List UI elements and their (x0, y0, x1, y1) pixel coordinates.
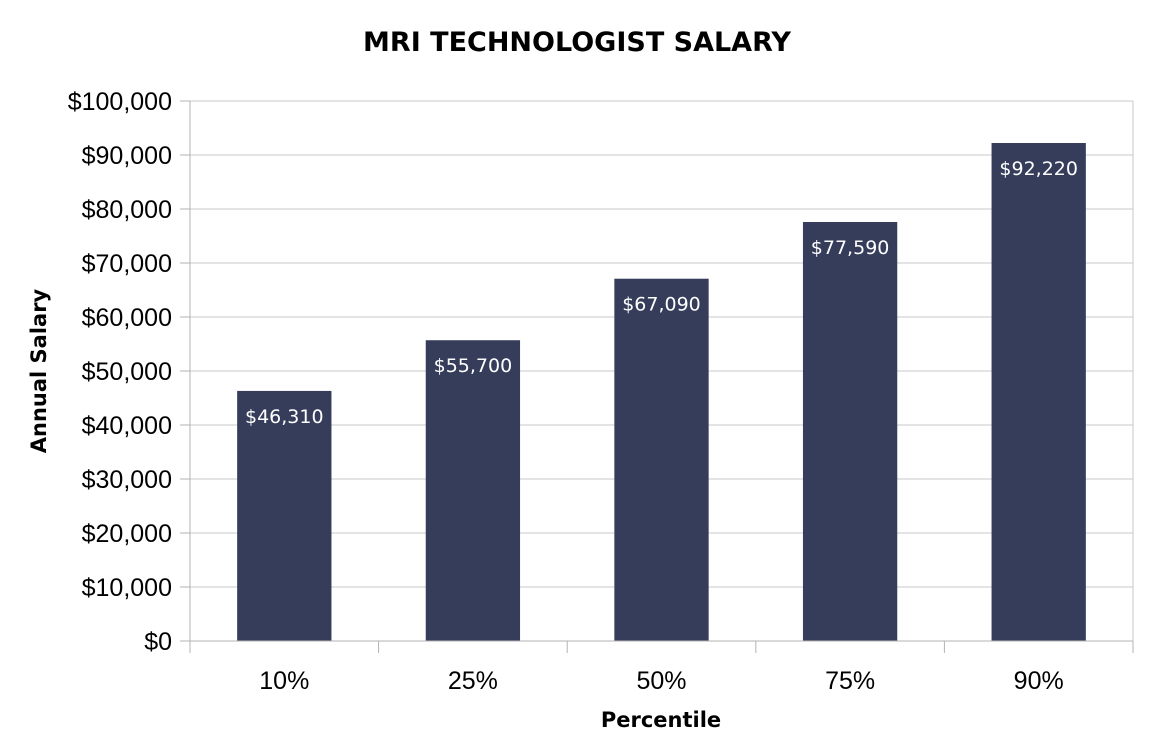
y-tick-label: $70,000 (82, 250, 172, 278)
y-tick-label: $40,000 (82, 412, 172, 440)
data-label: $67,090 (622, 294, 701, 316)
data-label: $55,700 (434, 355, 513, 377)
bars (237, 143, 1086, 641)
chart-title: MRI TECHNOLOGIST SALARY (363, 27, 791, 58)
data-label: $46,310 (245, 406, 324, 428)
x-tick-label: 10% (259, 667, 309, 695)
x-tick-label: 90% (1014, 667, 1064, 695)
data-label: $77,590 (811, 237, 890, 259)
y-tick-label: $0 (144, 628, 172, 656)
y-tick-label: $60,000 (82, 304, 172, 332)
y-axis-title: Annual Salary (27, 288, 51, 453)
data-labels: $46,310 $55,700 $67,090 $77,590 $92,220 (245, 158, 1078, 428)
bar-75pct (802, 222, 898, 641)
y-tick-label: $30,000 (82, 466, 172, 494)
y-tick-label: $80,000 (82, 196, 172, 224)
x-tick-label: 75% (825, 667, 875, 695)
y-axis-ticks: $0 $10,000 $20,000 $30,000 $40,000 $50,000 $60… (68, 88, 190, 656)
x-axis-title: Percentile (601, 708, 721, 732)
data-label: $92,220 (999, 158, 1078, 180)
axes (189, 101, 1134, 642)
y-tick-label: $10,000 (82, 574, 172, 602)
bar-50pct (614, 278, 709, 641)
y-tick-label: $50,000 (82, 358, 172, 386)
bar-10pct (237, 390, 332, 641)
bar-90pct (991, 143, 1086, 641)
bar-25pct (425, 340, 521, 641)
x-tick-label: 50% (636, 667, 686, 695)
y-tick-label: $90,000 (82, 142, 172, 170)
x-axis-ticks: 10% 25% 50% 75% 90% (189, 641, 1134, 695)
y-tick-label: $20,000 (82, 520, 172, 548)
y-tick-label: $100,000 (68, 88, 172, 116)
x-tick-label: 25% (448, 667, 498, 695)
